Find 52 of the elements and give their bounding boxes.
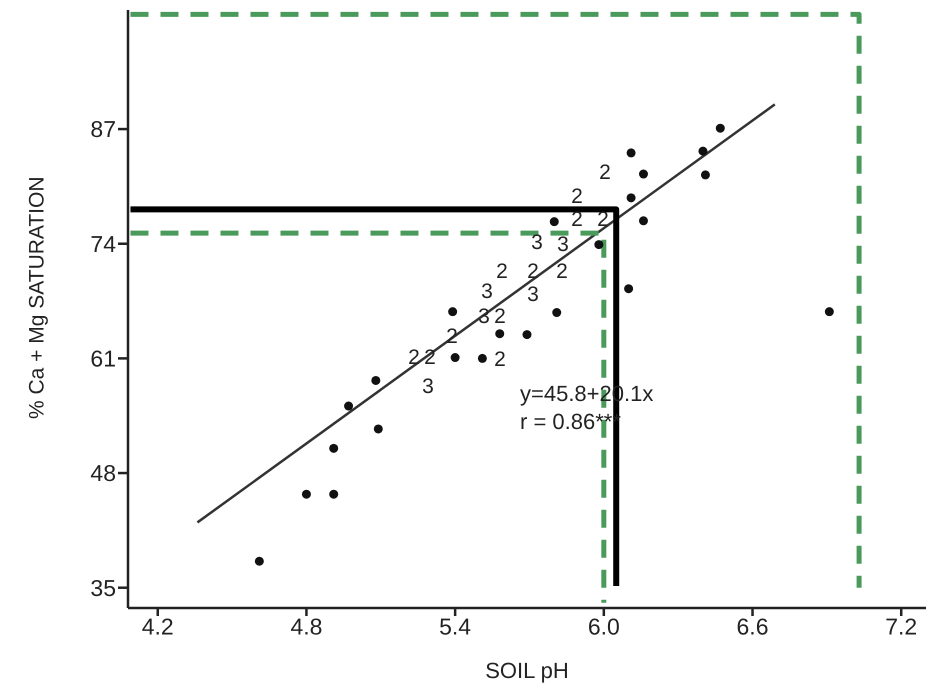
x-tick-label: 4.2 [142,613,174,640]
annotation: 3 [526,282,540,308]
x-tick-label: 7.2 [885,613,918,640]
annotation: 2 [407,345,421,371]
y-tick-label: 48 [90,460,116,486]
point [626,193,636,202]
point [716,124,725,133]
point [374,424,383,434]
point [552,308,562,318]
point [638,170,648,179]
point [495,329,504,338]
annotation: 2 [596,207,610,233]
annotation: 2 [570,184,584,210]
annotation: 3 [530,230,544,256]
point [329,444,338,453]
annotation: 3 [421,374,435,400]
x-tick-label: 6.0 [588,613,620,640]
annotation: 2 [495,259,509,285]
annotation: 3 [556,232,570,258]
point [698,146,708,156]
point [638,216,648,226]
point [594,240,604,250]
point [550,217,559,226]
x-tick-label: 6.6 [736,613,769,640]
x-tick-label: 4.8 [290,613,322,640]
y-tick-label: 35 [90,574,116,601]
point [450,353,460,362]
y-tick-label: 87 [90,116,116,142]
annotation: 2 [493,304,507,330]
point [700,170,710,180]
annotation: 2 [526,259,540,285]
point [478,354,487,363]
x-tick-label: 5.4 [439,613,472,640]
point [448,307,458,316]
y-tick-label: 61 [90,346,116,372]
point [302,490,311,499]
y-axis-title: % Ca + Mg SATURATION [25,176,48,419]
annotation: 3 [480,279,494,305]
annotation: 2 [493,347,507,373]
point [624,284,634,294]
point [344,402,354,411]
point [254,556,264,566]
point [329,490,338,499]
point [371,376,380,385]
point [824,307,834,316]
point [626,148,636,158]
y-tick-label: 74 [90,230,116,257]
annotation: 2 [555,259,569,285]
annotation: 2 [598,160,612,186]
annotation: 2 [570,207,584,233]
point [522,330,532,340]
x-axis-title: SOIL pH [485,658,569,683]
